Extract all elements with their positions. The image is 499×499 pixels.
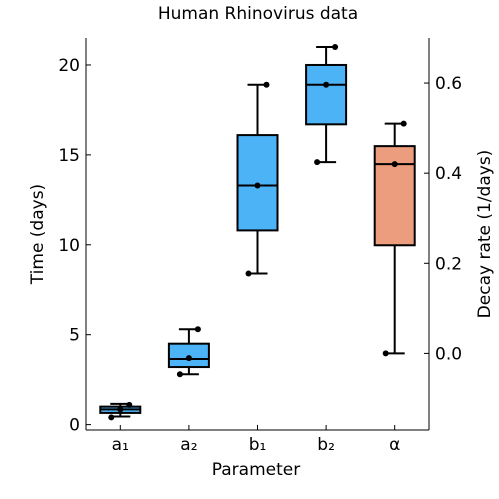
right-axis-ticks: 0.0 0.2 0.4 0.6 [424,74,462,364]
chart-title: Human Rhinovirus data [158,4,358,24]
data-point [176,371,183,378]
x-tick-label: b₁ [249,435,267,455]
data-point [108,414,115,421]
x-tick-label: b₂ [317,435,335,455]
x-axis-title: Parameter [212,460,300,480]
left-tick-label: 15 [58,146,80,166]
left-axis-ticks: 0 5 10 15 20 [58,56,91,436]
box-4 [373,120,416,357]
right-tick-label: 0.2 [435,254,462,274]
box-3 [305,43,348,166]
data-point [126,401,133,408]
left-tick-label: 10 [58,236,80,256]
left-axis-title: Time (days) [28,184,48,285]
box-0 [99,401,142,421]
data-point [245,270,252,277]
right-tick-label: 0.0 [435,344,462,364]
data-point [263,81,270,88]
left-tick-label: 0 [69,416,80,436]
box-1 [167,326,210,378]
box-body [305,63,348,126]
left-tick-label: 20 [58,56,80,76]
box-series [99,43,416,421]
data-point [400,120,407,127]
data-point [382,350,389,357]
data-point [194,326,201,333]
box-2 [236,81,279,277]
right-tick-label: 0.6 [435,74,462,94]
data-point [323,81,330,88]
data-point [332,43,339,50]
data-point [314,159,321,166]
data-point [254,182,261,189]
x-tick-label: a₂ [180,435,197,455]
right-axis-title: Decay rate (1/days) [475,150,495,319]
x-tick-label: a₁ [112,435,129,455]
right-tick-label: 0.4 [435,164,462,184]
box-body [373,145,416,247]
x-axis-ticks: a₁ a₂ b₁ b₂ α [112,425,400,455]
data-point [117,406,124,413]
left-tick-label: 5 [69,326,80,346]
data-point [185,355,192,362]
data-point [391,161,398,168]
x-tick-label: α [389,435,400,455]
